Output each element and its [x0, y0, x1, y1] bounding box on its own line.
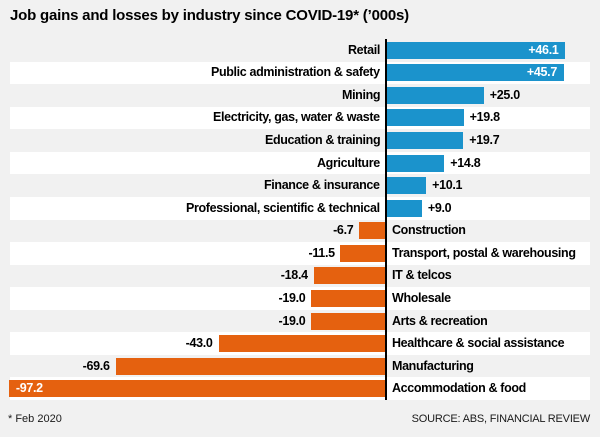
bar-positive: [387, 109, 464, 127]
chart-row: Finance & insurance +10.1: [0, 174, 600, 197]
category-label: Manufacturing: [392, 358, 474, 373]
bar-positive: [387, 86, 484, 104]
category-label: Mining: [342, 87, 381, 102]
chart-row: Accommodation & food -97.2: [0, 377, 600, 400]
bar-negative: [311, 312, 385, 330]
bar-negative: [340, 244, 385, 262]
chart-row: Professional, scientific & technical +9.0: [0, 196, 600, 220]
value-label: +9.0: [427, 200, 452, 215]
bar-positive: [387, 199, 422, 217]
chart-row: Retail +46.1: [0, 39, 600, 62]
value-label: +14.8: [450, 155, 481, 170]
chart-row: Arts & recreation -19.0: [0, 310, 600, 333]
bar-negative: [115, 357, 385, 375]
row-stripe: [10, 242, 590, 265]
value-label: -19.0: [278, 313, 306, 328]
value-label: +10.1: [432, 178, 463, 193]
bar-negative: [359, 222, 385, 240]
value-label: -18.4: [280, 268, 308, 283]
bar-negative: [8, 380, 385, 398]
value-label: +19.7: [469, 133, 500, 148]
chart-row: Transport, postal & warehousing -11.5: [0, 242, 600, 265]
chart-title: Job gains and losses by industry since C…: [10, 7, 409, 24]
value-label: -19.0: [278, 290, 306, 305]
chart-row: Mining +25.0: [0, 84, 600, 107]
zero-baseline: [385, 39, 387, 400]
chart-row: Wholesale -19.0: [0, 287, 600, 310]
row-stripe: [10, 151, 590, 175]
bar-positive: [387, 154, 445, 172]
footnote: * Feb 2020: [8, 413, 62, 425]
value-label: +45.7: [526, 65, 557, 80]
bar-positive: [387, 177, 427, 195]
category-label: Healthcare & social assistance: [392, 336, 565, 351]
chart-row: Healthcare & social assistance -43.0: [0, 332, 600, 355]
chart-row: Agriculture +14.8: [0, 151, 600, 175]
category-label: Retail: [348, 42, 380, 57]
bar-negative: [218, 335, 385, 353]
chart-row: Education & training +19.7: [0, 129, 600, 152]
category-label: Accommodation & food: [392, 381, 526, 396]
category-label: Transport, postal & warehousing: [392, 245, 576, 260]
value-label: +25.0: [489, 87, 520, 102]
chart-row: Manufacturing -69.6: [0, 355, 600, 378]
category-label: Professional, scientific & technical: [186, 200, 380, 215]
value-label: -69.6: [82, 358, 110, 373]
chart-row: Construction -6.7: [0, 220, 600, 243]
category-label: Construction: [392, 223, 466, 238]
value-label: -43.0: [185, 336, 213, 351]
category-label: Agriculture: [317, 155, 380, 170]
value-label: +46.1: [528, 42, 559, 57]
row-stripe: [10, 287, 590, 310]
category-label: Arts & recreation: [392, 313, 488, 328]
value-label: -6.7: [333, 223, 354, 238]
category-label: Public administration & safety: [211, 65, 380, 80]
category-label: Wholesale: [392, 290, 451, 305]
bar-positive: [387, 41, 566, 59]
bar-negative: [313, 267, 385, 285]
bar-negative: [311, 289, 385, 307]
chart-row: Electricity, gas, water & waste +19.8: [0, 106, 600, 130]
category-label: IT & telcos: [392, 268, 452, 283]
value-label: -97.2: [15, 381, 43, 396]
bar-positive: [387, 64, 564, 82]
row-stripe: [10, 196, 590, 220]
bar-positive: [387, 132, 464, 150]
value-label: +19.8: [469, 110, 500, 125]
chart-row: Public administration & safety +45.7: [0, 61, 600, 85]
category-label: Electricity, gas, water & waste: [213, 110, 380, 125]
category-label: Finance & insurance: [264, 178, 380, 193]
chart-row: IT & telcos -18.4: [0, 265, 600, 288]
bar-chart: Retail +46.1 Public administration & safet…: [0, 39, 600, 400]
value-label: -11.5: [308, 245, 335, 260]
source-credit: SOURCE: ABS, FINANCIAL REVIEW: [411, 413, 591, 425]
category-label: Education & training: [265, 133, 381, 148]
